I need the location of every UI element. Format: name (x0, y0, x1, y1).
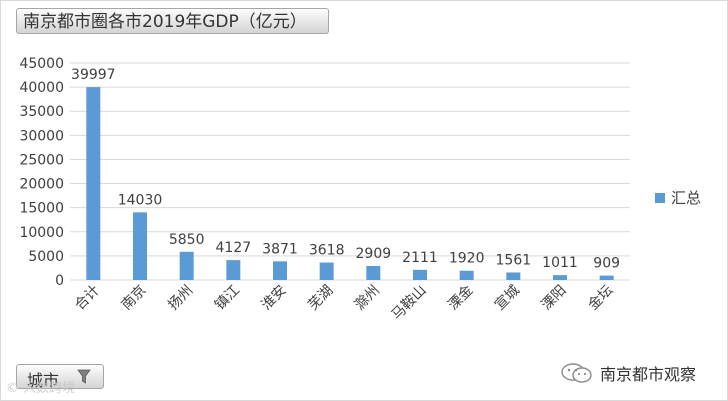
y-tick-label: 35000 (19, 104, 64, 120)
bar (506, 272, 521, 280)
y-tick-label: 25000 (19, 152, 64, 168)
x-tick-label: 宣城 (492, 282, 523, 313)
x-tick-label: 滁州 (352, 282, 383, 313)
data-label: 39997 (71, 67, 116, 83)
legend-swatch (655, 192, 665, 203)
x-tick-label: 金坛 (585, 282, 616, 313)
filter-label: 城市 (27, 371, 60, 390)
chart-title: 南京都市圈各市2019年GDP（亿元） (16, 8, 329, 34)
data-label: 1011 (542, 255, 578, 271)
y-tick-label: 20000 (19, 177, 64, 193)
x-tick-label: 合计 (72, 282, 103, 313)
bar (179, 251, 194, 280)
y-tick-label: 30000 (19, 128, 64, 144)
watermark-right: 南京都市观察 (560, 361, 696, 385)
bars (86, 87, 614, 280)
bar (459, 270, 474, 280)
bar (553, 275, 567, 280)
y-tick-label: 15000 (19, 201, 64, 217)
x-tick-label: 淮安 (259, 282, 290, 313)
bar (86, 87, 101, 280)
watermark-left: © 人数跨境 (6, 381, 76, 396)
data-label: 2111 (402, 250, 438, 266)
x-tick-label: 镇江 (212, 282, 243, 313)
filter-funnel-icon (77, 369, 91, 384)
city-filter-button[interactable]: 城市 (16, 364, 104, 390)
data-labels: 39997 14030 5850 4127 3871 3618 2909 2111 1920 15… (71, 67, 620, 271)
data-label: 4127 (216, 240, 252, 256)
data-label: 14030 (118, 192, 163, 208)
gridlines (70, 62, 630, 281)
data-label: 5850 (169, 232, 205, 248)
x-tick-label: 南京 (119, 282, 150, 313)
bar (413, 269, 427, 280)
bar (319, 262, 334, 280)
x-tick-label: 扬州 (165, 282, 196, 313)
bar (226, 260, 241, 280)
y-tick-label: 10000 (19, 225, 64, 241)
data-label: 3618 (309, 243, 345, 259)
wechat-icon (561, 363, 592, 383)
data-label: 3871 (262, 241, 298, 257)
y-tick-label: 5000 (28, 249, 64, 265)
x-tick-label: 马鞍山 (389, 282, 430, 323)
bar (273, 261, 287, 280)
y-tick-label: 40000 (19, 80, 64, 96)
bar (599, 275, 614, 280)
x-tick-label: 溧阳 (539, 282, 570, 313)
data-label: 1920 (449, 251, 485, 267)
y-tick-label: 45000 (19, 56, 64, 72)
watermark-right-text: 南京都市观察 (600, 365, 697, 384)
bar (133, 212, 147, 280)
legend: 汇总 (655, 187, 701, 208)
data-label: 1561 (496, 252, 532, 268)
data-label: 909 (593, 256, 620, 272)
y-tick-label: 0 (55, 273, 64, 289)
data-label: 2909 (356, 246, 392, 262)
bar (366, 265, 381, 280)
x-tick-label: 溧金 (445, 282, 476, 313)
x-tick-label: 芜湖 (305, 282, 337, 314)
x-axis-ticks: 合计 南京 扬州 镇江 淮安 芜湖 滁州 马鞍山 溧金 宣城 溧阳 金坛 (72, 282, 616, 324)
y-axis-ticks: 0 5000 10000 15000 20000 25000 30000 35000 40000… (19, 56, 64, 289)
legend-label: 汇总 (671, 189, 702, 207)
